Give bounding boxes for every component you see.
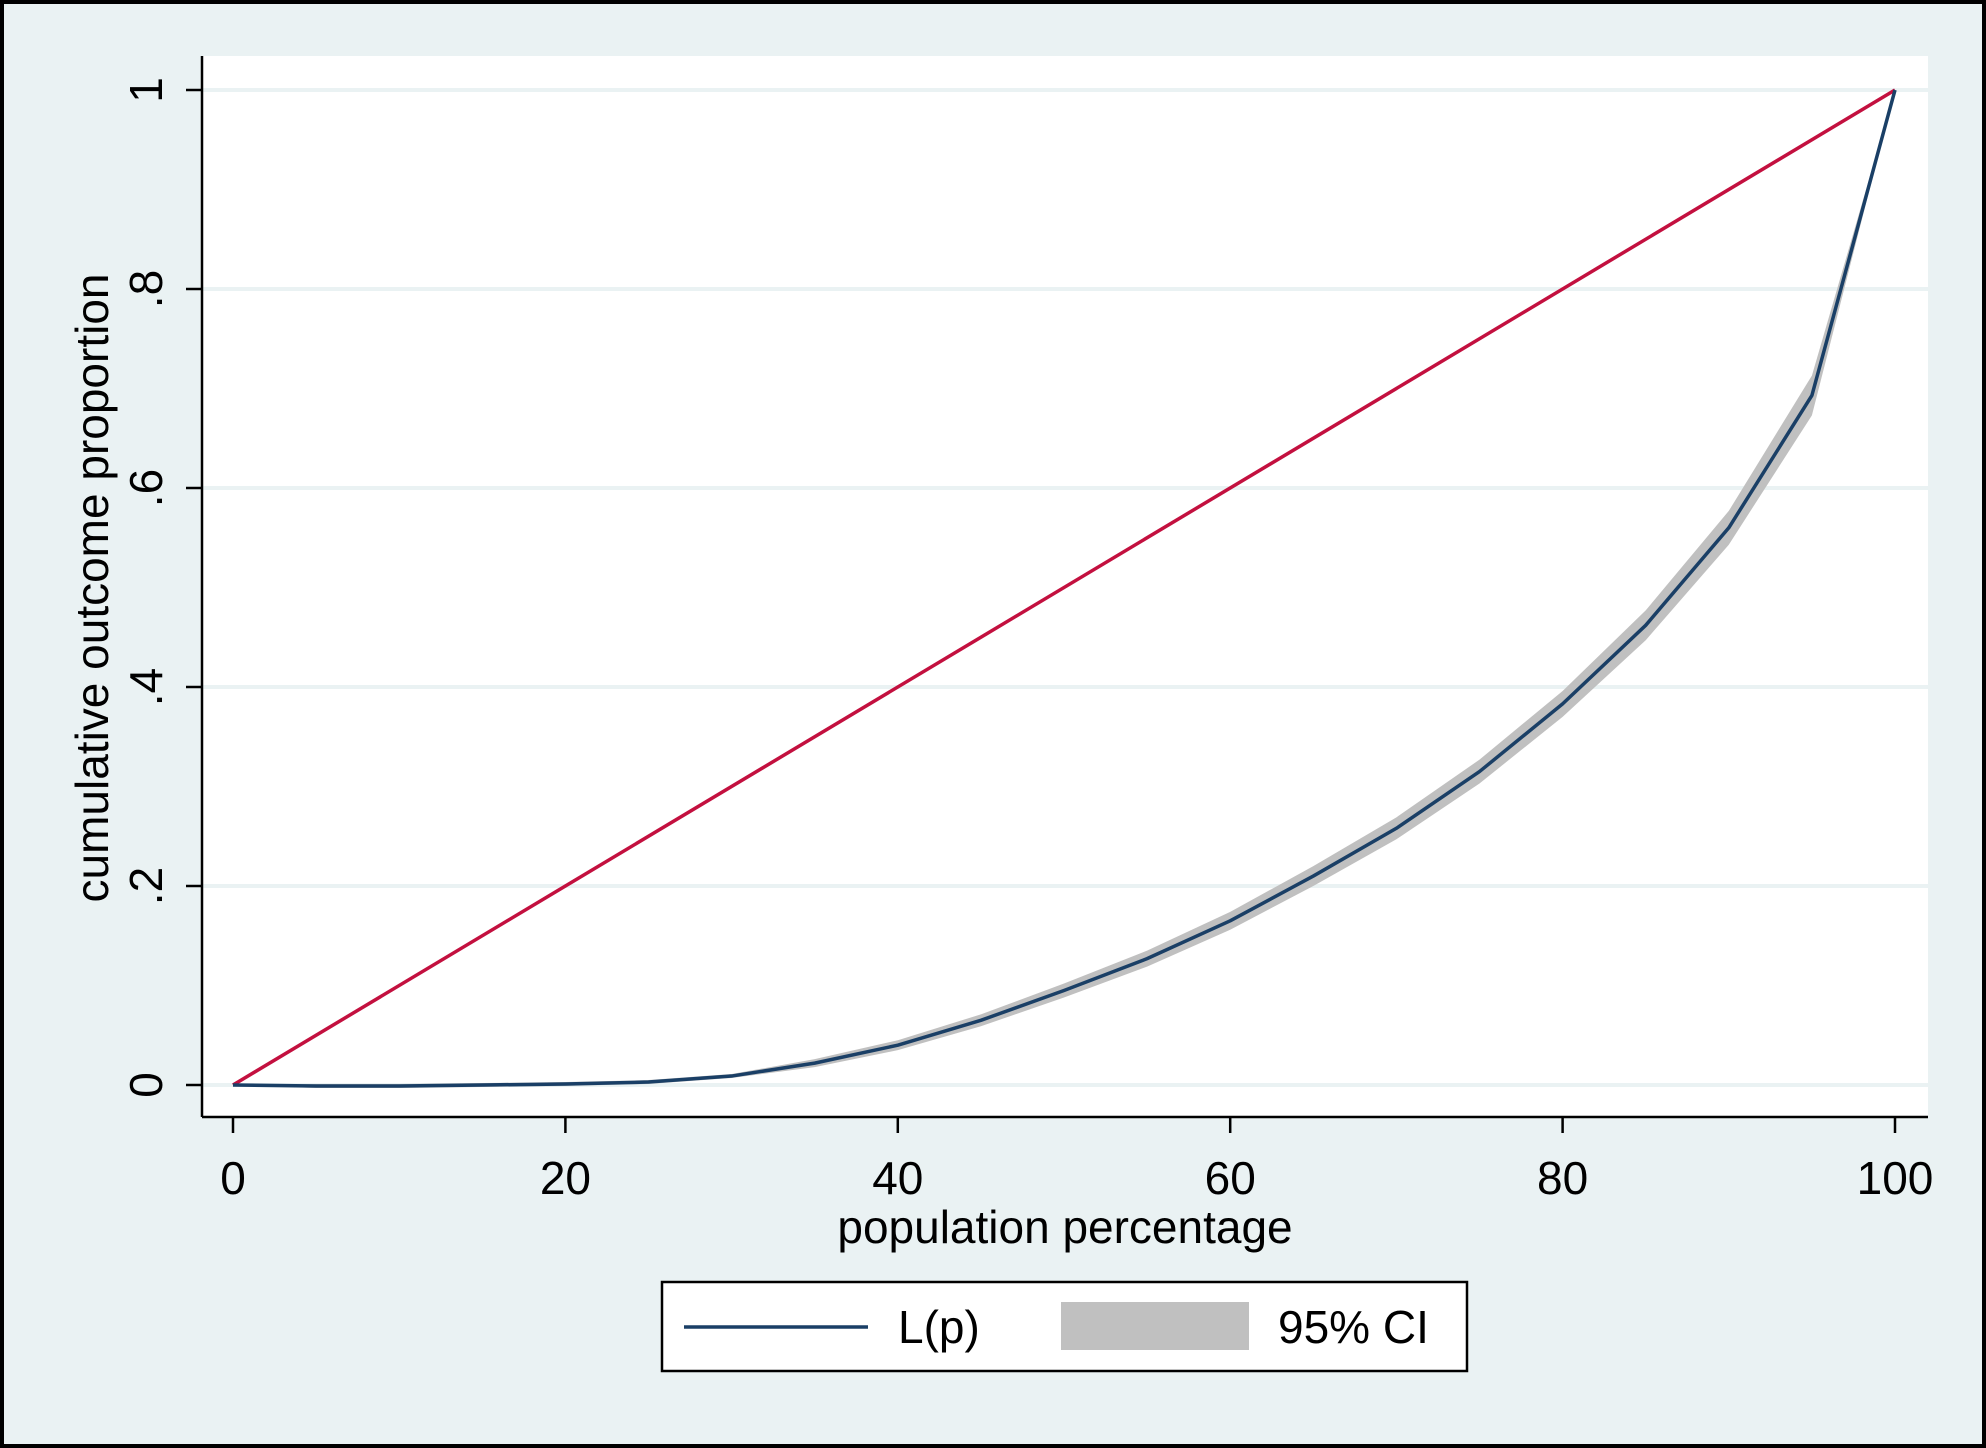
x-tick-label-4: 80: [1537, 1152, 1588, 1204]
y-tick-label-1: .2: [120, 867, 172, 905]
y-axis-title: cumulative outcome proportion: [66, 274, 118, 903]
y-tick-label-2: .4: [120, 668, 172, 706]
y-tick-label-3: .6: [120, 469, 172, 507]
legend: L(p) 95% CI: [660, 1280, 1469, 1373]
x-axis-title: population percentage: [837, 1201, 1292, 1253]
x-tick-label-1: 20: [540, 1152, 591, 1204]
series-line-lp: [232, 89, 1897, 1088]
x-tick-label-5: 100: [1857, 1152, 1934, 1204]
x-tick-label-0: 0: [220, 1152, 246, 1204]
y-tick-label-0: 0: [120, 1072, 172, 1098]
gridlines: [202, 88, 1928, 1087]
legend-band-swatch: [1061, 1302, 1249, 1350]
series-layer: [232, 88, 1897, 1088]
legend-line-label: L(p): [898, 1301, 980, 1353]
y-tick-label-5: 1: [120, 77, 172, 103]
legend-band-label: 95% CI: [1278, 1301, 1429, 1353]
y-ticks: 0 .2 .4 .6 .8 1: [120, 77, 202, 1098]
y-tick-label-4: .8: [120, 270, 172, 308]
x-ticks: 0 20 40 60 80 100: [220, 1117, 1933, 1204]
equality-line: [232, 88, 1896, 1087]
x-tick-label-3: 60: [1205, 1152, 1256, 1204]
x-tick-label-2: 40: [872, 1152, 923, 1204]
